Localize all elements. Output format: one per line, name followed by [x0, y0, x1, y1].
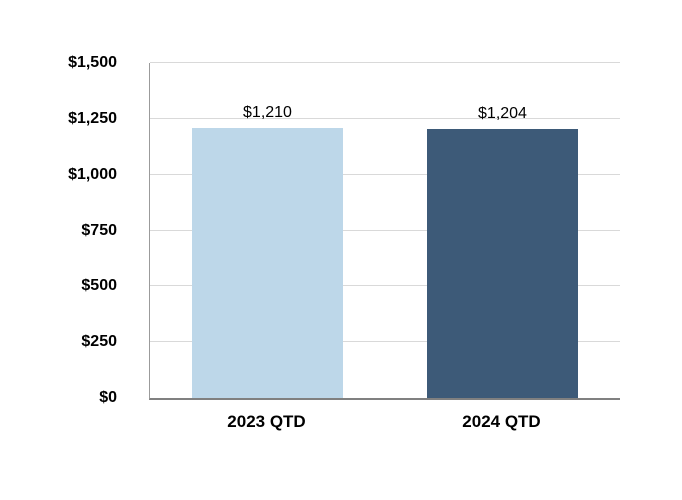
y-tick-label: $250	[81, 333, 117, 351]
bar-2023-qtd	[192, 127, 343, 398]
gridline	[150, 173, 620, 175]
bar-value-label: $1,210	[243, 103, 292, 121]
y-tick-label: $1,500	[68, 54, 117, 71]
bar-2024-qtd	[427, 129, 578, 398]
y-tick-label: $0	[99, 389, 117, 406]
y-tick-label: $500	[81, 277, 117, 295]
x-tick-label: 2023 QTD	[227, 412, 306, 431]
y-tick-label: $750	[81, 221, 117, 239]
y-tick-label: $1,250	[68, 109, 117, 127]
gridline	[150, 117, 620, 119]
y-axis: $0 $250 $500 $750 $1,000 $1,250 $1,500	[0, 54, 117, 406]
plot-area: $1,210 $1,204	[149, 62, 620, 400]
gridline	[150, 229, 620, 231]
gridline	[150, 341, 620, 343]
gridline	[150, 285, 620, 287]
gridline	[150, 62, 620, 63]
y-tick-label: $1,000	[68, 165, 117, 183]
x-axis: 2023 QTD 2024 QTD	[149, 412, 619, 442]
bar-value-label: $1,204	[478, 105, 527, 123]
x-tick-label: 2024 QTD	[462, 412, 541, 431]
